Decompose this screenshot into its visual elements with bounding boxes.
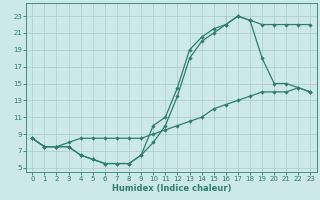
X-axis label: Humidex (Indice chaleur): Humidex (Indice chaleur) bbox=[112, 184, 231, 193]
